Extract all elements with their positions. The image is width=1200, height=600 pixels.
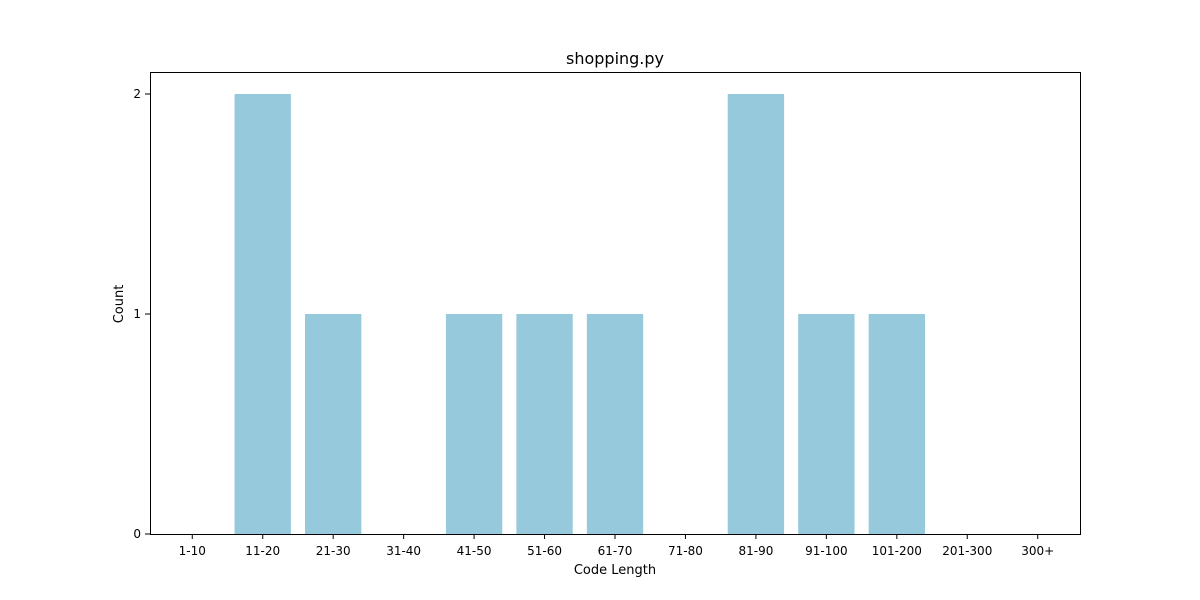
x-tick-label: 1-10 xyxy=(179,544,206,558)
y-tick-label: 1 xyxy=(133,307,141,321)
x-tick-label: 91-100 xyxy=(805,544,848,558)
bar-21-30 xyxy=(305,314,362,534)
x-tick-label: 300+ xyxy=(1021,544,1054,558)
y-tick-label: 0 xyxy=(133,527,141,541)
chart-title: shopping.py xyxy=(566,49,664,68)
bar-51-60 xyxy=(516,314,573,534)
y-tick-label: 2 xyxy=(133,87,141,101)
bar-101-200 xyxy=(868,314,925,534)
x-tick-label: 61-70 xyxy=(598,544,633,558)
y-axis-ticks: 0 1 2 xyxy=(133,87,150,541)
x-tick-label: 101-200 xyxy=(872,544,922,558)
y-axis-label: Count xyxy=(112,285,127,324)
x-tick-label: 21-30 xyxy=(316,544,351,558)
bar-61-70 xyxy=(586,314,644,534)
x-tick-label: 51-60 xyxy=(527,544,562,558)
bars-group xyxy=(234,94,925,534)
x-tick-label: 81-90 xyxy=(738,544,773,558)
bar-41-50 xyxy=(445,314,503,534)
x-tick-label: 201-300 xyxy=(942,544,992,558)
x-axis-label: Code Length xyxy=(574,563,656,578)
bar-81-90 xyxy=(727,94,785,534)
bar-91-100 xyxy=(798,314,855,534)
bar-11-20 xyxy=(234,94,291,534)
x-tick-label: 31-40 xyxy=(386,544,421,558)
x-tick-label: 11-20 xyxy=(245,544,280,558)
x-tick-label: 71-80 xyxy=(668,544,703,558)
x-axis-ticks: 1-10 11-20 21-30 31-40 41-50 51-60 61-70 71-80 8… xyxy=(179,534,1054,558)
x-tick-label: 41-50 xyxy=(457,544,492,558)
